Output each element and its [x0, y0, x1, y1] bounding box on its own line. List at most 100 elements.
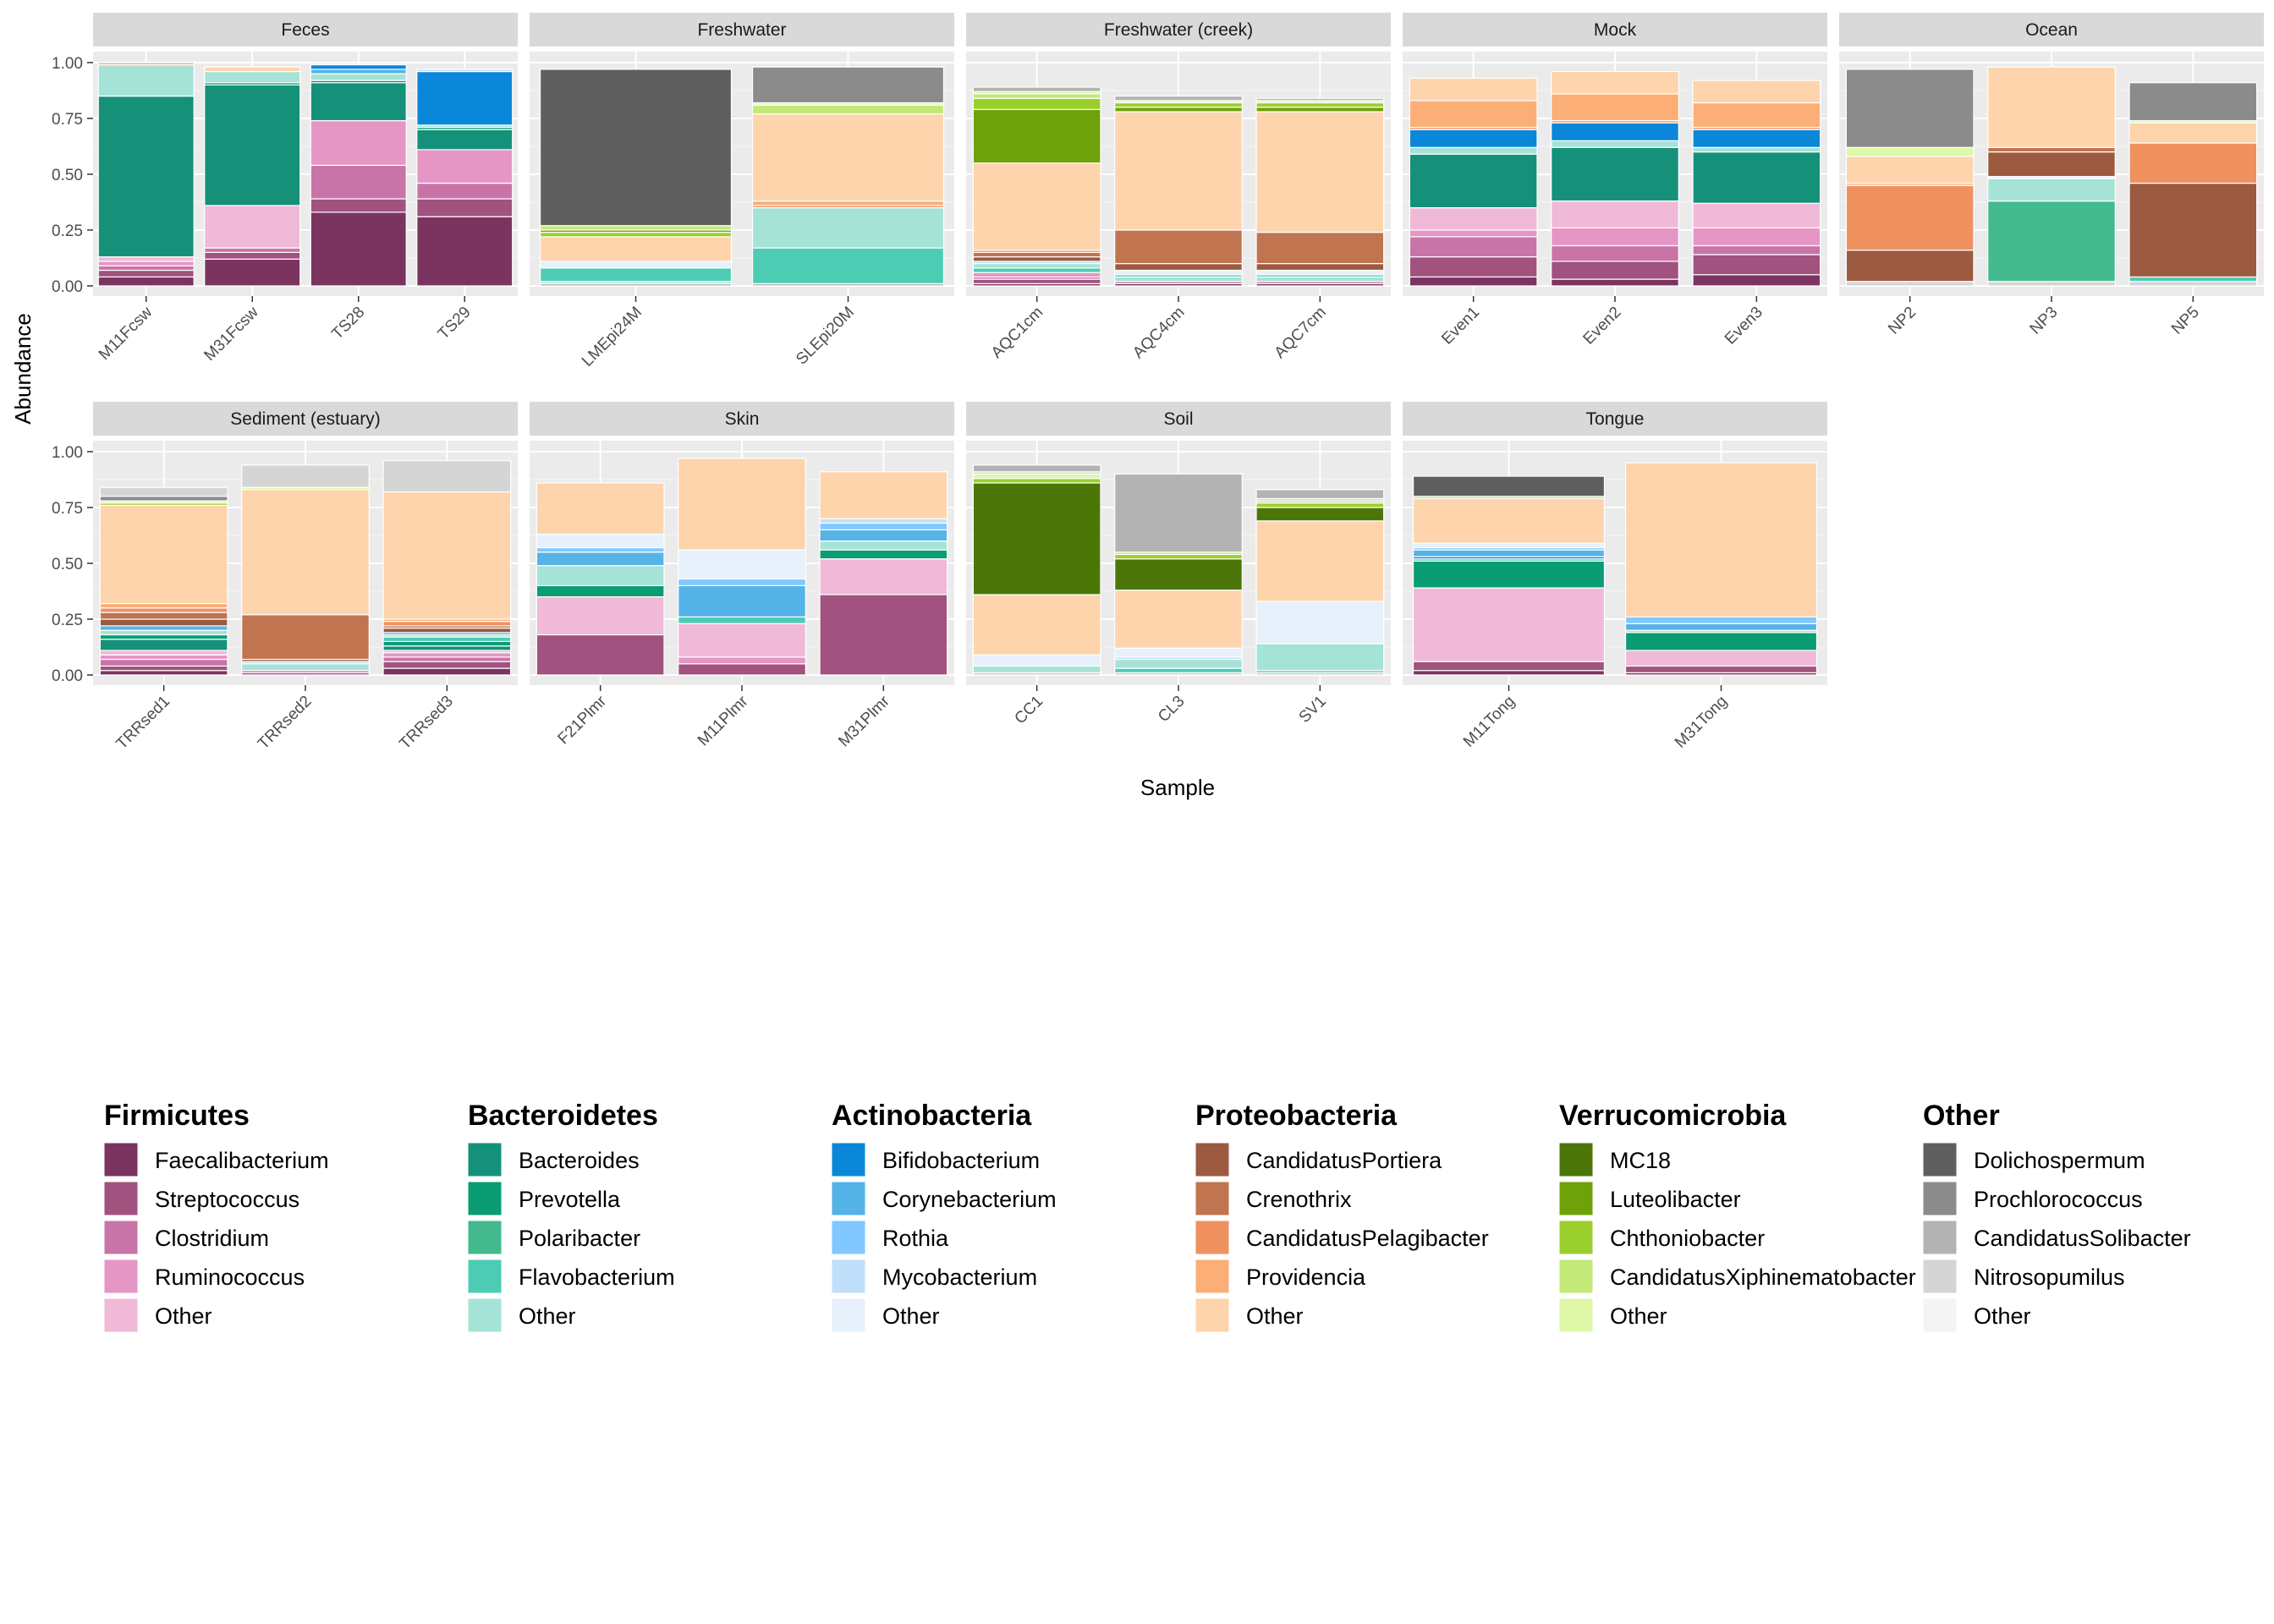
bar-segment-faecalibacterium-firmicutes: [99, 670, 228, 676]
bar-segment-other-bacteroidetes: [1409, 146, 1538, 155]
bar-segment-other-bacteroidetes: [1114, 658, 1243, 669]
bar-segment-candidatusportiera-proteobacteria: [382, 627, 512, 634]
legend-label-corynebacterium: Corynebacterium: [882, 1187, 1057, 1212]
bar-segment-mycobacterium-actinobacteria: [416, 69, 514, 73]
bar-segment-corynebacterium-actinobacteria: [536, 551, 665, 567]
legend-label-luteolibacter: Luteolibacter: [1610, 1187, 1741, 1212]
bar-segment-other-proteobacteria: [1412, 497, 1606, 544]
bar-segment-other-actinobacteria: [539, 261, 733, 269]
bar-segment-prevotella-bacteroidetes: [536, 584, 665, 598]
legend-label-other: Other: [1974, 1303, 2031, 1329]
legend-label-streptococcus: Streptococcus: [155, 1187, 299, 1212]
bar-segment-other-bacteroidetes: [1114, 276, 1243, 283]
legend-key-mycobacterium: [831, 1259, 866, 1294]
x-tick-label: M11Fcsw: [96, 303, 157, 364]
bar-segment-other-actinobacteria: [1114, 647, 1243, 658]
legend-key-candidatusxiphinematobacter: [1558, 1259, 1594, 1294]
legend-key-other: [1195, 1298, 1230, 1333]
x-tick-label: M31Plmr: [835, 692, 893, 750]
legend-label-ruminococcus: Ruminococcus: [155, 1265, 305, 1290]
facet-strip-feces: [93, 13, 518, 47]
legend-label-prevotella: Prevotella: [519, 1187, 621, 1212]
facet-strip-label: Freshwater (creek): [1104, 20, 1253, 40]
bar-segment-other-verrucomicrobia: [1845, 146, 1975, 157]
bar-segment-prochlorococcus-other: [1845, 69, 1975, 148]
bar-segment-candidatusportiera-proteobacteria: [1987, 151, 2116, 178]
bar-segment-corynebacterium-actinobacteria: [99, 625, 228, 631]
bar-segment-other-bacteroidetes: [1551, 140, 1679, 148]
bar-segment-other-proteobacteria: [1692, 80, 1821, 104]
bar-segment-rothia-actinobacteria: [678, 578, 806, 586]
bar-segment-bifidobacterium-actinobacteria: [1409, 129, 1538, 148]
bar-segment-candidatuspelagibacter-proteobacteria: [2128, 142, 2258, 184]
x-tick-label: AQC7cm: [1272, 304, 1330, 362]
bar-segment-nitrosopumilus-other: [1845, 281, 1975, 287]
bar-segment-mycobacterium-actinobacteria: [819, 518, 948, 524]
facet-strip-label: Sediment (estuary): [230, 409, 380, 429]
bar-segment-crenothrix-proteobacteria: [1114, 229, 1243, 265]
bar-segment-streptococcus-firmicutes: [310, 198, 407, 213]
bar-segment-luteolibacter-verrucomicrobia: [972, 108, 1101, 164]
x-tick-label: Even3: [1722, 304, 1766, 348]
bar-segment-candidatusxiphinematobacter-verrucomicrobia: [539, 225, 733, 231]
legend-label-clostridium: Clostridium: [155, 1226, 269, 1251]
bar-segment-prevotella-bacteroidetes: [1412, 560, 1606, 589]
legend-key-ruminococcus: [103, 1259, 139, 1294]
bar-segment-other-proteobacteria: [819, 471, 948, 519]
bar-segment-corynebacterium-actinobacteria: [678, 584, 806, 617]
bar-segment-prevotella-bacteroidetes: [819, 549, 948, 560]
legend-key-candidatusportiera: [1195, 1142, 1230, 1177]
x-tick-label: TRRsed2: [255, 693, 316, 754]
bar-segment-chthoniobacter-verrucomicrobia: [539, 232, 733, 238]
legend-key-candidatussolibacter: [1922, 1220, 1958, 1255]
legend-key-other: [1922, 1298, 1958, 1333]
bar-segment-corynebacterium-actinobacteria: [1412, 549, 1606, 557]
bar-segment-bacteroides-bacteroidetes: [310, 82, 407, 122]
bar-segment-ruminococcus-firmicutes: [972, 272, 1101, 278]
bar-segment-other-bacteroidetes: [536, 565, 665, 587]
bar-segment-chthoniobacter-verrucomicrobia: [972, 478, 1101, 484]
bar-segment-prevotella-bacteroidetes: [99, 634, 228, 640]
bar-segment-ruminococcus-firmicutes: [416, 149, 514, 184]
bar-segment-other-bacteroidetes: [204, 70, 301, 84]
bar-segment-bacteroides-bacteroidetes: [382, 645, 512, 651]
bar-segment-other-firmicutes: [99, 650, 228, 656]
bar-segment-bacteroides-bacteroidetes: [1692, 151, 1821, 204]
legend-label-other: Other: [1246, 1303, 1304, 1329]
bar-segment-crenothrix-proteobacteria: [1255, 232, 1385, 265]
bar-segment-faecalibacterium-firmicutes: [1412, 670, 1606, 676]
facet-strip-label: Ocean: [2025, 20, 2078, 40]
bar-segment-flavobacterium-bacteroidetes: [751, 247, 945, 284]
bar-segment-other-firmicutes: [1409, 207, 1538, 231]
bar-segment-faecalibacterium-firmicutes: [416, 216, 514, 287]
bar-segment-polaribacter-bacteroidetes: [1987, 200, 2116, 283]
legend-key-prevotella: [467, 1181, 503, 1216]
bar-segment-candidatuspelagibacter-proteobacteria: [382, 621, 512, 627]
bar-segment-candidatusportiera-proteobacteria: [972, 256, 1101, 262]
bar-segment-candidatuspelagibacter-proteobacteria: [99, 607, 228, 613]
bar-segment-candidatussolibacter-other: [1255, 489, 1385, 500]
bar-segment-bacteroides-bacteroidetes: [416, 129, 514, 151]
bar-segment-ruminococcus-firmicutes: [1409, 229, 1538, 238]
bar-segment-other-firmicutes: [819, 558, 948, 595]
bar-segment-chthoniobacter-verrucomicrobia: [1255, 502, 1385, 508]
bar-segment-other-proteobacteria: [1114, 590, 1243, 649]
bar-segment-other-proteobacteria: [1255, 111, 1385, 233]
bar-segment-clostridium-firmicutes: [204, 247, 301, 253]
legend-key-nitrosopumilus: [1922, 1259, 1958, 1294]
bar-segment-streptococcus-firmicutes: [204, 251, 301, 260]
legend-title-bacteroidetes: Bacteroidetes: [468, 1100, 658, 1132]
bar-segment-other-proteobacteria: [751, 113, 945, 202]
bar-segment-other-proteobacteria: [1409, 77, 1538, 102]
bar-segment-flavobacterium-bacteroidetes: [539, 267, 733, 283]
legend-label-other: Other: [519, 1303, 576, 1329]
bar-segment-nitrosopumilus-other: [382, 459, 512, 493]
bar-segment-clostridium-firmicutes: [382, 656, 512, 662]
x-tick-label: SLEpi20M: [793, 304, 858, 369]
legend-key-chthoniobacter: [1558, 1220, 1594, 1255]
bar-segment-rothia-actinobacteria: [819, 522, 948, 530]
facet-strip-freshwater: [530, 13, 954, 47]
bar-segment-other-proteobacteria: [1114, 111, 1243, 231]
bar-segment-bacteroides-bacteroidetes: [97, 95, 195, 258]
legend-key-dolichospermum: [1922, 1142, 1958, 1177]
